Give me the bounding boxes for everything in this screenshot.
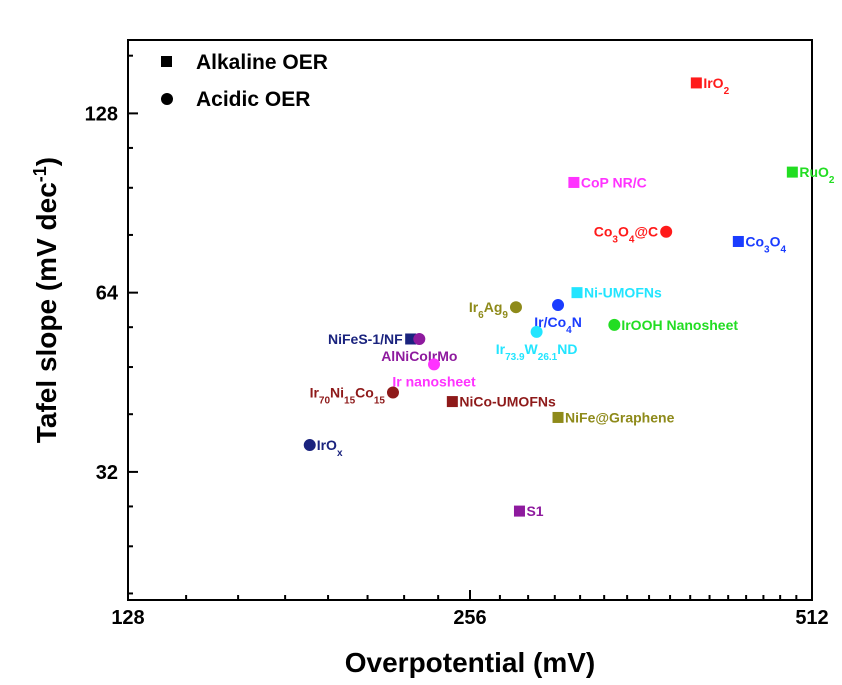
y-axis-title-suffix: ) — [31, 157, 62, 166]
circle-marker — [530, 325, 543, 338]
data-points: IrO2 RuO2 CoP NR/C Co3O4@C Co3O4 Ni-UMOFNs Ir6… — [303, 75, 835, 519]
y-tick-label: 128 — [85, 103, 118, 125]
x-axis-title: Overpotential (mV) — [345, 647, 595, 678]
x-tick-label: 512 — [795, 607, 828, 629]
point-label: IrO2 — [703, 75, 729, 97]
point-label: AlNiCoIrMo — [381, 348, 457, 364]
legend-circle-marker — [161, 93, 173, 105]
legend-label-acidic: Acidic OER — [196, 88, 310, 111]
point-label: Ir73.9W26.1ND — [496, 341, 578, 363]
y-axis-title: Tafel slope (mV dec-1) — [30, 157, 62, 443]
x-tick-label: 128 — [111, 607, 144, 629]
circle-marker — [552, 299, 565, 312]
point-label: Co3O4@C — [594, 224, 658, 246]
circle-marker — [608, 318, 621, 331]
square-marker — [786, 166, 798, 178]
legend-square-marker — [161, 56, 172, 67]
circle-marker — [386, 386, 399, 399]
y-axis-title-main: Tafel slope (mV dec — [31, 182, 62, 443]
square-marker — [568, 176, 580, 188]
legend-label-alkaline: Alkaline OER — [196, 51, 328, 74]
point-label: Ir/Co4N — [534, 314, 582, 336]
point-label: IrOx — [317, 437, 343, 459]
point-label: NiFeS-1/NF — [328, 331, 403, 347]
circle-marker — [413, 332, 426, 345]
square-marker — [732, 235, 744, 247]
axis-tick-labels: 128 256 512 32 64 128 — [85, 103, 829, 629]
square-marker — [513, 505, 525, 517]
point-label: Ir70Ni15Co15 — [310, 385, 386, 407]
y-tick-label: 32 — [96, 462, 118, 484]
point-label: IrOOH Nanosheet — [621, 317, 738, 333]
axis-ticks — [127, 54, 813, 600]
square-marker — [571, 287, 583, 299]
square-marker — [446, 396, 458, 408]
point-label: RuO2 — [799, 164, 835, 186]
legend: Alkaline OER Acidic OER — [161, 51, 328, 111]
point-label: Co3O4 — [745, 233, 786, 255]
circle-marker — [303, 439, 316, 452]
y-tick-label: 64 — [96, 283, 119, 305]
point-label: NiFe@Graphene — [565, 409, 675, 425]
circle-marker — [660, 225, 673, 238]
point-label: Ir nanosheet — [392, 373, 476, 389]
x-tick-label: 256 — [453, 607, 486, 629]
point-label: Ir6Ag9 — [469, 299, 509, 321]
square-marker — [552, 411, 564, 423]
point-label: CoP NR/C — [581, 174, 647, 190]
square-marker — [405, 333, 417, 345]
point-label: Ni-UMOFNs — [584, 285, 662, 301]
point-label: S1 — [526, 503, 543, 519]
circle-marker — [509, 301, 522, 314]
point-label: NiCo-UMOFNs — [459, 394, 556, 410]
circle-marker — [428, 358, 441, 371]
y-axis-title-superscript: -1 — [30, 166, 50, 182]
square-marker — [690, 77, 702, 89]
